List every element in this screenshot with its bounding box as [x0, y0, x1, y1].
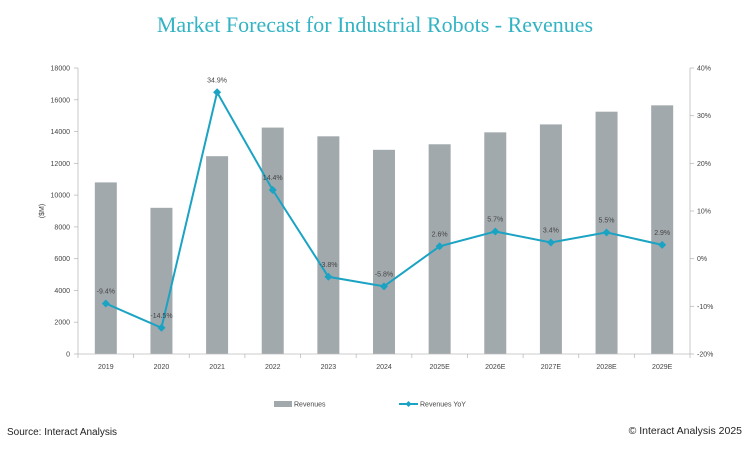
yoy-data-label: 2.9% — [654, 230, 670, 237]
yoy-point-2026e — [491, 227, 500, 236]
yoy-point-2020 — [157, 323, 166, 332]
bar-2021 — [206, 156, 229, 354]
bar-2019 — [94, 182, 117, 354]
x-tick-label: 2026E — [485, 364, 506, 371]
y-tick-label: 6000 — [54, 256, 70, 263]
yoy-data-label: 34.9% — [207, 77, 227, 84]
y-tick-label: 8000 — [54, 224, 70, 231]
bars-layer — [94, 105, 674, 355]
yoy-point-2029e — [658, 240, 667, 249]
y2-tick-label: 40% — [697, 66, 711, 73]
x-tick-label: 2028E — [596, 364, 617, 371]
bar-2022 — [261, 127, 284, 354]
y-tick-label: 0 — [66, 352, 70, 359]
yoy-point-2022 — [268, 186, 277, 195]
yoy-point-2024 — [380, 282, 388, 291]
chart-title: Market Forecast for Industrial Robots - … — [156, 12, 594, 37]
x-tick-label: 2024 — [376, 364, 392, 371]
y-tick-label: 16000 — [51, 97, 71, 104]
line-layer: -9.4% -14.5% 34.9% 14.4% -3.8% -5.8% 2.6% 5.7% 3… — [97, 77, 670, 332]
bar-2020 — [150, 207, 173, 354]
x-tick-label: 2027E — [541, 364, 562, 371]
x-tick-label: 2021 — [209, 364, 225, 371]
yoy-data-label: 2.6% — [432, 231, 448, 238]
yoy-data-label: -3.8% — [319, 262, 337, 269]
copyright-note: © Interact Analysis 2025 — [628, 425, 742, 437]
y-axis-title: ($M) — [39, 204, 46, 218]
x-tick-label: 2022 — [265, 364, 281, 371]
x-tick-label: 2025E — [430, 364, 451, 371]
legend-swatch-revenues — [274, 401, 292, 407]
yoy-data-label: 3.4% — [543, 227, 559, 234]
axes-layer: 0 2000 4000 6000 8000 10000 12000 14000 16000 180… — [39, 66, 713, 372]
y2-tick-label: 0% — [697, 256, 707, 263]
legend: Revenues Revenues YoY — [274, 401, 466, 409]
y-tick-label: 10000 — [51, 193, 71, 200]
yoy-point-2025e — [435, 242, 444, 251]
yoy-data-label: 5.7% — [487, 216, 503, 223]
yoy-point-2027e — [546, 238, 555, 247]
x-tick-label: 2020 — [154, 364, 170, 371]
y-tick-label: 2000 — [54, 320, 70, 327]
yoy-data-label: -5.8% — [375, 271, 393, 278]
yoy-data-label: 14.4% — [263, 175, 283, 182]
bar-2024 — [373, 149, 395, 354]
y2-tick-label: 20% — [697, 161, 711, 168]
bar-2029e — [651, 105, 674, 354]
source-note: Source: Interact Analysis — [7, 427, 118, 438]
y2-tick-label: -20% — [697, 352, 713, 359]
yoy-point-2028e — [602, 228, 611, 237]
yoy-point-2019 — [101, 299, 110, 308]
yoy-point-2023 — [324, 272, 333, 281]
bar-2026e — [484, 132, 507, 354]
legend-label-yoy: Revenues YoY — [420, 402, 466, 409]
x-tick-label: 2023 — [321, 364, 337, 371]
yoy-data-label: -14.5% — [150, 313, 172, 320]
legend-swatch-yoy-marker — [405, 401, 412, 407]
y2-tick-label: -10% — [697, 304, 713, 311]
x-tick-label: 2029E — [652, 364, 673, 371]
y-tick-label: 14000 — [51, 129, 71, 136]
x-tick-label: 2019 — [98, 364, 114, 371]
bar-2023 — [317, 136, 340, 354]
y2-tick-label: 30% — [697, 113, 711, 120]
y-tick-label: 12000 — [51, 161, 71, 168]
y-tick-label: 4000 — [54, 288, 70, 295]
y-tick-label: 18000 — [51, 66, 71, 73]
legend-label-revenues: Revenues — [294, 402, 326, 409]
yoy-data-label: -9.4% — [97, 288, 115, 295]
yoy-data-label: 5.5% — [599, 217, 615, 224]
y2-tick-label: 10% — [697, 209, 711, 216]
yoy-point-2021 — [213, 88, 222, 97]
